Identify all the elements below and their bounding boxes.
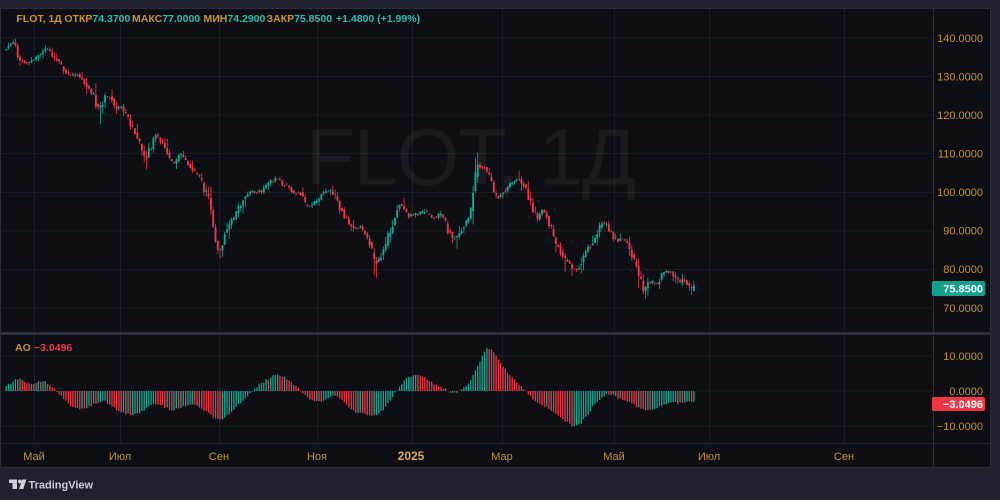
- svg-text:ОТКР74.3700: ОТКР74.3700: [64, 13, 130, 25]
- svg-text:10.0000: 10.0000: [943, 351, 983, 363]
- svg-text:−3.0496: −3.0496: [34, 342, 72, 354]
- svg-text:ЗАКР75.8500: ЗАКР75.8500: [267, 13, 333, 25]
- svg-text:Май: Май: [23, 451, 45, 463]
- svg-text:Сен: Сен: [834, 451, 854, 463]
- svg-text:Мар: Мар: [491, 451, 513, 463]
- svg-text:МАКС77.0000: МАКС77.0000: [132, 13, 200, 25]
- svg-text:2025: 2025: [398, 449, 425, 463]
- svg-text:−3.0496: −3.0496: [943, 399, 983, 411]
- svg-text:FLOT, 1Д: FLOT, 1Д: [306, 113, 636, 202]
- svg-text:МИН74.2900: МИН74.2900: [204, 13, 266, 25]
- svg-text:75.8500: 75.8500: [943, 284, 983, 296]
- svg-text:140.0000: 140.0000: [937, 33, 983, 45]
- svg-text:0.0000: 0.0000: [949, 386, 983, 398]
- svg-text:Май: Май: [603, 451, 625, 463]
- svg-text:TradingView: TradingView: [29, 479, 94, 491]
- svg-text:80.0000: 80.0000: [943, 264, 983, 276]
- svg-text:Июл: Июл: [698, 451, 720, 463]
- svg-text:100.0000: 100.0000: [937, 187, 983, 199]
- svg-text:Сен: Сен: [209, 451, 229, 463]
- svg-text:120.0000: 120.0000: [937, 110, 983, 122]
- svg-text:Ноя: Ноя: [307, 451, 327, 463]
- svg-text:−10.0000: −10.0000: [937, 421, 983, 433]
- svg-text:Июл: Июл: [109, 451, 131, 463]
- svg-text:90.0000: 90.0000: [943, 226, 983, 238]
- svg-text:130.0000: 130.0000: [937, 71, 983, 83]
- svg-text:110.0000: 110.0000: [938, 149, 983, 161]
- svg-text:70.0000: 70.0000: [943, 303, 983, 315]
- svg-text:+1.4800 (+1.99%): +1.4800 (+1.99%): [336, 13, 420, 25]
- svg-text:AO: AO: [15, 342, 31, 354]
- svg-text:FLOT, 1Д: FLOT, 1Д: [16, 13, 62, 25]
